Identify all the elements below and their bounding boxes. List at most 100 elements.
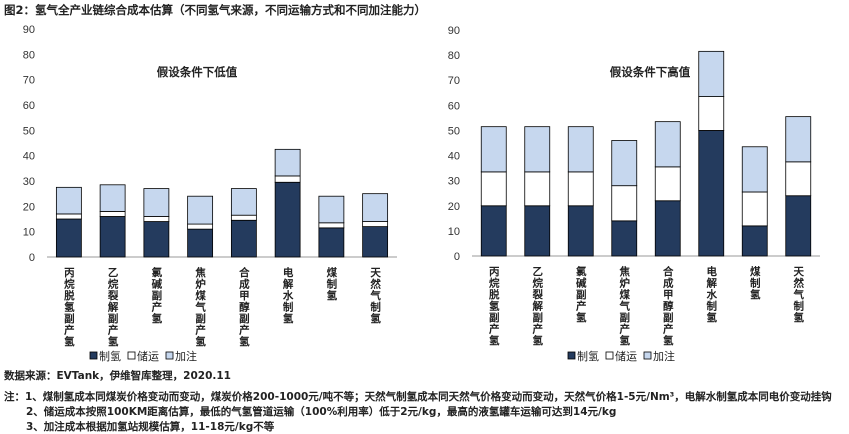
bar-segment-production [187,228,214,258]
bar-segment-transport [274,175,301,183]
bar-segment-refuel [143,188,170,217]
x-tick-label: 电解水制氢 [282,266,294,324]
x-tick-label: 合成甲醇副产氢 [662,265,674,346]
bar-segment-refuel [187,195,214,225]
bar-segment-transport [741,191,768,227]
bar-segment-production [99,216,126,258]
chart-subtitle: 假设条件下低值 [157,65,238,79]
legend-swatch [127,351,136,360]
x-tick-label: 氯碱副产氢 [575,265,587,323]
legend-swatch [567,351,576,360]
legend-label: 加注 [175,349,197,363]
y-tick-label: 10 [23,227,35,239]
legend-swatch [165,351,174,360]
y-tick-label: 40 [23,151,35,163]
x-tick-label: 焦炉煤气副产氢 [618,265,630,346]
x-tick-label: 合成甲醇副产氢 [238,266,250,347]
x-tick-label: 丙烷脱氢副产氢 [63,267,75,348]
chart-subtitle: 假设条件下高值 [610,65,691,79]
bar-segment-production [567,205,594,257]
bar-segment-refuel [55,186,82,215]
legend-label: 制氢 [99,349,121,363]
y-tick-label: 10 [448,226,460,238]
x-tick-label: 焦炉煤气副产氢 [194,266,206,347]
y-tick-label: 90 [448,25,460,37]
note-3: 3、加注成本根据加氢站规模估算，11-18元/kg不等 [26,421,275,433]
bar-segment-production [524,205,551,257]
y-tick-label: 70 [23,75,35,87]
y-tick-label: 80 [23,49,35,61]
bar-segment-transport [698,96,725,131]
x-tick-label: 乙烷裂解副产氢 [531,266,543,347]
legend-swatch [605,351,614,360]
bar-segment-transport [480,171,507,207]
legend-label: 制氢 [577,349,599,363]
bar-segment-refuel [99,184,126,212]
bar-segment-production [362,226,389,258]
bar-segment-refuel [480,126,507,173]
y-tick-label: 60 [23,100,35,112]
y-tick-label: 20 [23,201,35,213]
y-tick-label: 50 [448,125,460,137]
legend-label: 储运 [615,349,637,363]
bar-segment-refuel [698,50,725,97]
bar-segment-transport [187,223,214,230]
bar-segment-production [785,195,812,257]
bar-segment-production [274,181,301,258]
bar-segment-refuel [230,188,257,216]
bar-segment-transport [524,171,551,207]
bar-segment-production [230,219,257,258]
bar-segment-refuel [741,146,768,193]
bar-segment-production [698,130,725,257]
legend-label: 储运 [137,349,159,363]
bar-segment-production [143,221,170,258]
bar-segment-refuel [611,140,638,187]
bar-segment-transport [99,210,126,217]
y-tick-label: 60 [448,100,460,112]
note-1: 注：1、煤制氢成本同煤炭价格变动而变动，煤炭价格200-1000元/吨不等；天然… [4,391,832,403]
bar-segment-production [480,205,507,257]
bar-segment-transport [318,222,345,229]
x-tick-label: 天然气制氢 [369,267,381,325]
y-tick-label: 40 [448,151,460,163]
figure-title: 图2：氢气全产业链综合成本估算（不同氢气来源，不同运输方式和不同加注能力） [4,3,426,17]
bar-segment-refuel [567,126,594,173]
x-tick-label: 乙烷裂解副产氢 [107,267,119,348]
y-tick-label: 30 [23,176,35,188]
bar-segment-transport [362,221,389,228]
bar-segment-transport [785,161,812,197]
y-tick-label: 30 [448,176,460,188]
x-tick-label: 天然气制氢 [792,266,804,324]
x-tick-label: 氯碱副产氢 [150,266,162,324]
y-tick-label: 20 [448,201,460,213]
bar-segment-transport [611,185,638,222]
bar-segment-production [55,218,82,258]
y-tick-label: 50 [23,125,35,137]
bar-segment-production [654,200,681,257]
bar-segment-production [741,225,768,257]
y-tick-label: 0 [454,251,460,263]
bar-segment-transport [654,166,681,202]
bar-segment-refuel [362,193,389,222]
bar-segment-refuel [785,116,812,163]
x-tick-label: 煤制氢 [325,266,337,301]
x-tick-label: 丙烷脱氢副产氢 [488,266,500,347]
legend-label: 加注 [653,349,675,363]
y-tick-label: 70 [448,75,460,87]
data-source: 数据来源：EVTank，伊维智库整理，2020.11 [4,370,231,382]
y-tick-label: 90 [23,24,35,36]
bar-segment-production [318,227,345,258]
bar-segment-production [611,220,638,257]
x-tick-label: 电解水制氢 [705,265,717,323]
bar-segment-transport [230,214,257,221]
bar-segment-refuel [318,195,345,224]
bar-segment-transport [143,216,170,222]
bar-segment-refuel [524,126,551,173]
note-2: 2、储运成本按照100KM距离估算，最低的气氢管道运输（100%利用率）低于2元… [26,406,617,418]
bar-segment-refuel [654,121,681,168]
legend-swatch [89,351,98,360]
legend-swatch [643,351,652,360]
y-tick-label: 0 [29,252,35,264]
bar-segment-transport [55,213,82,220]
